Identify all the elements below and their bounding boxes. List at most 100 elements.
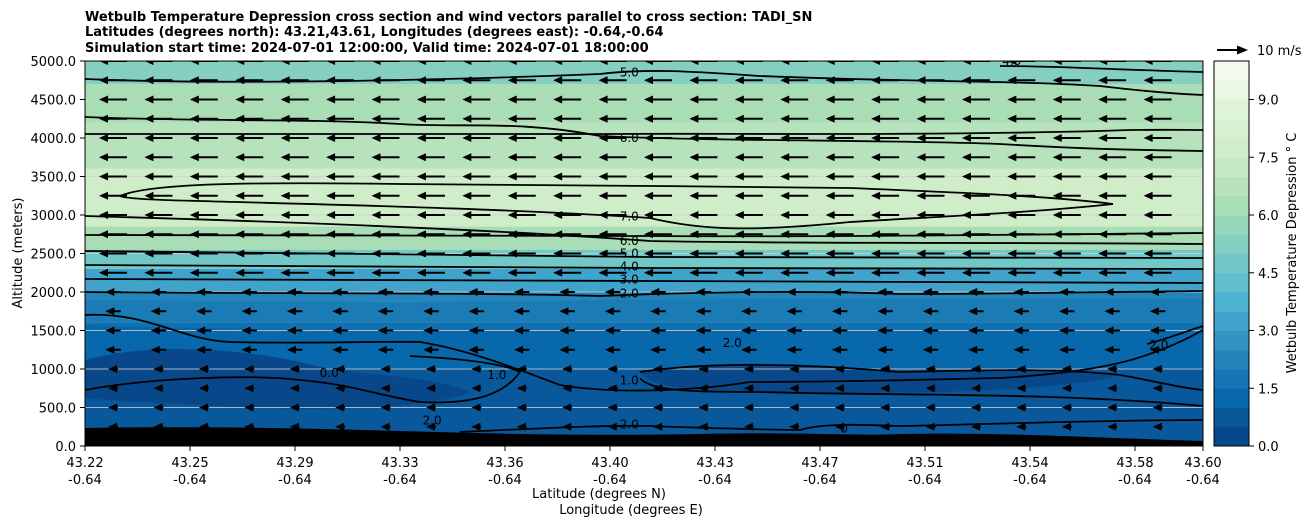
colorbar-tick-label: 1.5 bbox=[1258, 382, 1279, 397]
wind-vector-head bbox=[825, 191, 835, 200]
wind-vector bbox=[653, 365, 663, 373]
wind-vector-head bbox=[335, 422, 345, 431]
wind-vector bbox=[553, 211, 582, 219]
y-tick-label: 5000.0 bbox=[31, 55, 77, 70]
wind-vector bbox=[462, 114, 491, 123]
wind-vector bbox=[380, 422, 391, 431]
contour-line bbox=[85, 70, 1203, 96]
wind-vector bbox=[1061, 365, 1072, 373]
wind-vector-head bbox=[235, 249, 245, 258]
wind-vector bbox=[99, 76, 127, 85]
wind-vector bbox=[507, 172, 536, 181]
y-tick-label: 1500.0 bbox=[31, 325, 77, 340]
wind-vector bbox=[1013, 307, 1030, 316]
wind-vector bbox=[423, 345, 439, 354]
x-tick-label-lat: 43.22 bbox=[66, 456, 103, 471]
wind-vector bbox=[380, 403, 391, 412]
wind-vector bbox=[371, 76, 400, 85]
wind-vector-head bbox=[780, 61, 790, 65]
wind-vector-head bbox=[153, 403, 163, 412]
wind-vector bbox=[514, 288, 530, 296]
wind-vector-head bbox=[695, 307, 705, 316]
y-axis-label: Altitude (meters) bbox=[11, 198, 26, 309]
wind-vector bbox=[689, 153, 718, 162]
wind-vector-head bbox=[916, 76, 926, 85]
wind-vector-head bbox=[877, 345, 887, 354]
filled-layer bbox=[85, 226, 1203, 250]
wind-vector bbox=[604, 288, 621, 296]
wind-vector-head bbox=[734, 191, 744, 200]
wind-vector bbox=[1143, 153, 1172, 162]
wind-vector bbox=[559, 326, 575, 335]
wind-vector bbox=[471, 384, 482, 393]
x-tick-label-lat: 43.43 bbox=[696, 456, 733, 471]
wind-vector-head bbox=[1007, 230, 1017, 239]
wind-vector bbox=[241, 307, 257, 316]
wind-vector-head bbox=[871, 230, 881, 239]
wind-vector bbox=[786, 307, 802, 316]
wind-vector bbox=[1098, 76, 1127, 85]
wind-vector bbox=[653, 403, 663, 412]
wind-vector-head bbox=[235, 230, 245, 239]
wind-vector bbox=[144, 268, 173, 277]
wind-vector-head bbox=[377, 345, 387, 354]
wind-vector bbox=[786, 326, 802, 335]
wind-vector-head bbox=[244, 384, 254, 393]
wind-vector bbox=[1098, 211, 1127, 219]
wind-vector-head bbox=[553, 268, 563, 277]
wind-vector bbox=[871, 249, 900, 258]
wind-vector bbox=[516, 403, 527, 412]
wind-vector bbox=[553, 249, 582, 258]
wind-vector-head bbox=[598, 191, 608, 200]
wind-vector-head bbox=[734, 172, 744, 181]
wind-vector bbox=[553, 76, 582, 85]
wind-vector bbox=[416, 153, 445, 162]
wind-vector bbox=[786, 345, 802, 354]
wind-vector-head bbox=[280, 114, 290, 123]
wind-vector-head bbox=[416, 268, 426, 277]
wind-vector-head bbox=[780, 172, 790, 181]
wind-vector bbox=[144, 153, 173, 162]
contour-line bbox=[119, 182, 1114, 230]
wind-vector bbox=[971, 403, 981, 412]
wind-vector bbox=[462, 249, 491, 258]
wind-vector bbox=[241, 345, 257, 354]
wind-vector-head bbox=[289, 403, 299, 412]
wind-vector bbox=[780, 211, 809, 219]
wind-vector-head bbox=[1143, 76, 1153, 85]
wind-vector bbox=[471, 422, 482, 431]
wind-vector bbox=[189, 95, 218, 104]
wind-vector bbox=[196, 288, 212, 296]
wind-vector bbox=[371, 249, 400, 258]
wind-vector bbox=[280, 61, 309, 65]
contour-label: 2.0 bbox=[620, 287, 639, 301]
wind-vector-head bbox=[371, 61, 381, 65]
colorbar-swatch bbox=[1214, 61, 1249, 81]
wind-vector bbox=[743, 422, 754, 431]
wind-vector-head bbox=[741, 288, 751, 296]
wind-vector-head bbox=[235, 114, 245, 123]
wind-vector bbox=[877, 326, 893, 335]
wind-vector bbox=[514, 307, 530, 316]
wind-vector bbox=[831, 326, 848, 335]
wind-vector-head bbox=[834, 365, 844, 373]
wind-vector-head bbox=[416, 211, 426, 219]
colorbar-tick-label: 0.0 bbox=[1258, 440, 1279, 455]
wind-vector bbox=[916, 76, 945, 85]
wind-vector-head bbox=[462, 153, 472, 162]
wind-vector-head bbox=[423, 345, 433, 354]
wind-vector bbox=[286, 288, 303, 296]
wind-vector bbox=[150, 326, 167, 335]
wind-vector bbox=[1143, 134, 1172, 142]
contour-line bbox=[459, 419, 1203, 433]
wind-vector-head bbox=[153, 365, 163, 373]
wind-vector bbox=[1152, 403, 1163, 412]
title-line-2: Latitudes (degrees north): 43.21,43.61, … bbox=[85, 25, 664, 40]
y-tick-label: 3500.0 bbox=[31, 171, 77, 186]
wind-vector bbox=[280, 230, 309, 239]
wind-vector-head bbox=[416, 230, 426, 239]
wind-vector bbox=[825, 76, 854, 85]
wind-vector-head bbox=[743, 384, 753, 393]
wind-vector-head bbox=[326, 211, 336, 219]
wind-vector bbox=[916, 230, 945, 239]
